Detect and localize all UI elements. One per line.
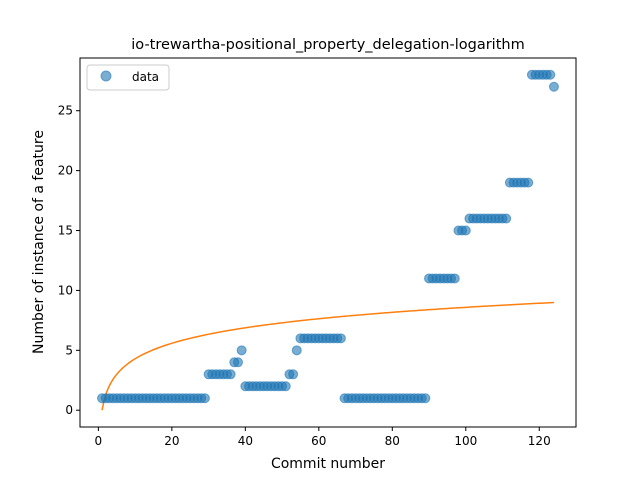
x-tick-label: 0 [95, 434, 103, 448]
x-tick-label: 80 [385, 434, 400, 448]
y-tick-label: 15 [58, 224, 73, 238]
x-axis-label: Commit number [271, 456, 385, 472]
fit-layer [101, 301, 554, 411]
legend-label-data: data [132, 70, 159, 84]
data-point [501, 213, 512, 224]
data-point [199, 393, 210, 404]
data-point [523, 177, 534, 188]
y-tick-label: 10 [58, 283, 73, 297]
data-point [225, 369, 236, 380]
x-tick-label: 100 [454, 434, 477, 448]
data-point [548, 81, 559, 92]
x-tick-label: 60 [311, 434, 326, 448]
data-point [449, 273, 460, 284]
data-point [236, 345, 247, 356]
y-ticks: 0 5 10 15 20 25 [58, 104, 80, 417]
legend-marker-data [100, 70, 112, 82]
plot-frame [79, 57, 577, 428]
data-point [335, 333, 346, 344]
data-point [420, 393, 431, 404]
y-tick-label: 0 [65, 403, 73, 417]
x-tick-label: 40 [238, 434, 253, 448]
y-tick-label: 25 [58, 104, 73, 118]
legend: data [86, 64, 170, 91]
data-point [460, 225, 471, 236]
y-tick-label: 20 [58, 164, 73, 178]
plot-background [80, 58, 576, 427]
data-point [280, 381, 291, 392]
chart-title: io-trewartha-positional_property_delegat… [131, 37, 524, 53]
y-axis-label: Number of instance of a feature [31, 130, 47, 354]
x-ticks: 0 20 40 60 80 100 120 [95, 427, 551, 448]
x-tick-label: 120 [528, 434, 551, 448]
data-point [291, 345, 302, 356]
x-tick-label: 20 [164, 434, 179, 448]
points-layer [97, 69, 559, 404]
y-tick-label: 5 [65, 343, 73, 357]
data-point [288, 369, 299, 380]
fit-line [101, 301, 554, 411]
data-point [232, 357, 243, 368]
data-point [545, 69, 556, 80]
